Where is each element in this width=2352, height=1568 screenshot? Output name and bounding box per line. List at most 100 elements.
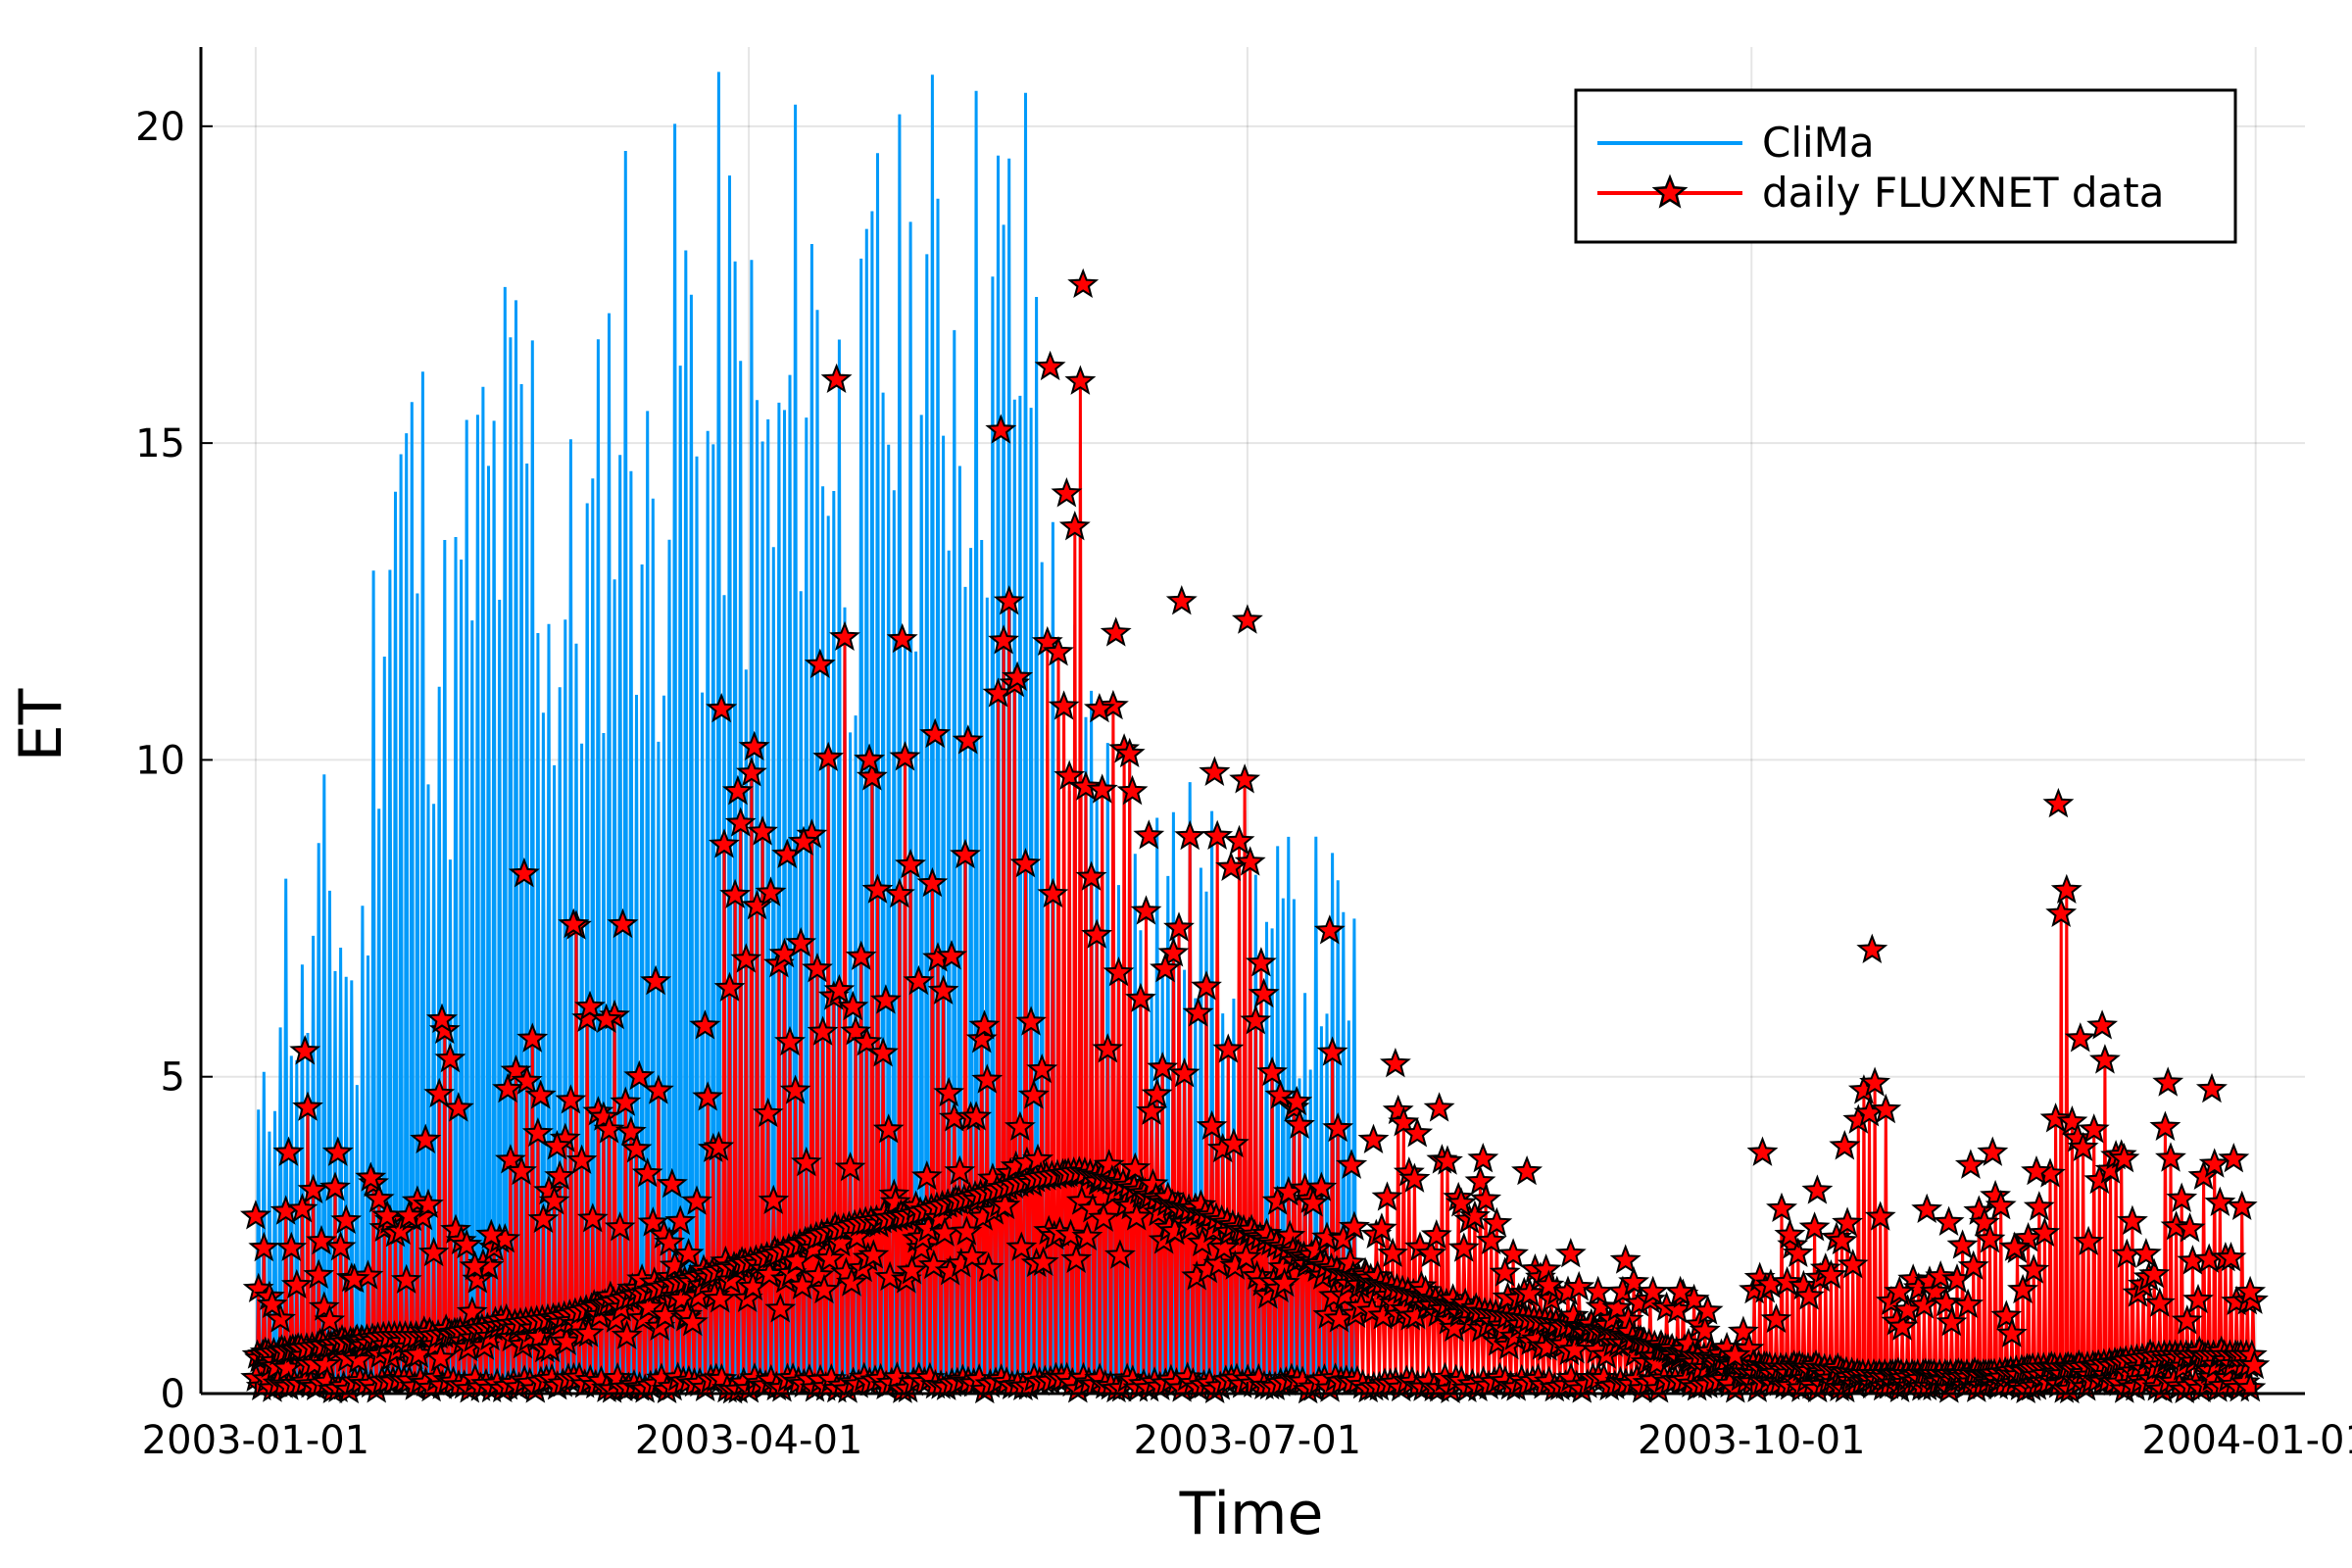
fluxnet-marker xyxy=(1908,1289,1940,1319)
fluxnet-marker xyxy=(721,774,754,806)
fluxnet-marker xyxy=(656,1167,688,1199)
fluxnet-marker xyxy=(524,1079,557,1109)
fluxnet-marker xyxy=(640,964,672,996)
fluxnet-marker xyxy=(704,1283,736,1313)
fluxnet-marker xyxy=(1432,1145,1463,1175)
x-tick-label: 2003-10-01 xyxy=(1638,1418,1865,1463)
fluxnet-marker xyxy=(590,1003,622,1034)
fluxnet-marker xyxy=(324,1231,357,1261)
fluxnet-marker xyxy=(451,1228,483,1259)
fluxnet-marker xyxy=(1060,1243,1093,1273)
fluxnet-marker xyxy=(672,1238,705,1268)
fluxnet-marker xyxy=(1202,1248,1235,1278)
fluxnet-marker xyxy=(2078,1113,2110,1144)
fluxnet-marker xyxy=(1264,1079,1297,1109)
fluxnet-marker xyxy=(1322,1111,1354,1143)
fluxnet-marker xyxy=(1234,846,1266,876)
fluxnet-marker xyxy=(1186,1226,1218,1256)
fluxnet-marker xyxy=(1815,1258,1847,1290)
fluxnet-marker xyxy=(1051,476,1083,508)
fluxnet-marker xyxy=(1305,1171,1338,1201)
fluxnet-marker xyxy=(1229,763,1261,794)
fluxnet-marker xyxy=(1377,1237,1409,1268)
fluxnet-marker xyxy=(1165,585,1198,615)
fluxnet-marker xyxy=(1582,1275,1614,1306)
fluxnet-marker xyxy=(1445,1187,1477,1217)
fluxnet-marker xyxy=(1002,661,1034,691)
fluxnet-marker xyxy=(544,1159,576,1191)
fluxnet-marker xyxy=(611,1319,643,1349)
fluxnet-marker xyxy=(1245,947,1277,977)
fluxnet-marker xyxy=(1998,1231,2031,1261)
fluxnet-marker xyxy=(2204,1186,2236,1216)
fluxnet-marker xyxy=(2056,1105,2088,1136)
fluxnet-marker xyxy=(933,1076,965,1107)
fluxnet-marker xyxy=(2116,1204,2148,1236)
fluxnet-marker xyxy=(1930,1287,1962,1317)
fluxnet-marker xyxy=(1470,1183,1502,1213)
fluxnet-marker xyxy=(1977,1136,2009,1166)
fluxnet-marker xyxy=(752,1097,784,1128)
fluxnet-marker xyxy=(1933,1205,1965,1236)
fluxnet-marker xyxy=(916,866,949,898)
fluxnet-marker xyxy=(523,1320,556,1351)
fluxnet-marker xyxy=(2187,1159,2220,1191)
fluxnet-marker xyxy=(858,1239,890,1269)
fluxnet-marker xyxy=(802,952,833,983)
fluxnet-marker xyxy=(1067,268,1100,299)
fluxnet-marker xyxy=(879,1186,911,1216)
fluxnet-marker xyxy=(1313,914,1346,945)
fluxnet-marker xyxy=(1481,1206,1513,1238)
fluxnet-marker xyxy=(764,1293,797,1323)
fluxnet-marker xyxy=(2023,1191,2055,1221)
x-tick-label: 2003-01-01 xyxy=(142,1418,369,1463)
fluxnet-marker xyxy=(1398,1162,1431,1193)
fluxnet-marker xyxy=(1015,1005,1048,1036)
fluxnet-marker xyxy=(1371,1181,1403,1211)
fluxnet-marker xyxy=(1497,1238,1530,1268)
fluxnet-marker xyxy=(886,622,918,654)
fluxnet-marker xyxy=(319,1171,351,1201)
axes xyxy=(199,47,2305,1396)
fluxnet-marker xyxy=(565,1144,598,1174)
fluxnet-marker xyxy=(1995,1317,2028,1348)
fluxnet-marker xyxy=(2198,1148,2230,1178)
fluxnet-marker xyxy=(1150,953,1182,983)
fluxnet-marker xyxy=(1120,1200,1152,1231)
fluxnet-marker xyxy=(952,724,984,755)
fluxnet-marker xyxy=(330,1203,363,1235)
fluxnet-marker xyxy=(303,1258,335,1289)
fluxnet-marker xyxy=(1102,956,1135,987)
fluxnet-marker xyxy=(1336,1149,1368,1179)
fluxnet-marker xyxy=(724,807,757,837)
fluxnet-marker xyxy=(1311,1221,1343,1251)
fluxnet-marker xyxy=(424,1342,457,1372)
fluxnet-marker xyxy=(572,1317,605,1348)
fluxnet-marker xyxy=(1075,860,1107,891)
fluxnet-marker xyxy=(2007,1273,2039,1304)
fluxnet-marker xyxy=(494,1144,526,1174)
fluxnet-marker xyxy=(1199,756,1231,786)
fluxnet-marker xyxy=(1801,1174,1834,1204)
fluxnet-marker xyxy=(1064,365,1097,395)
fluxnet-marker xyxy=(1609,1244,1642,1274)
fluxnet-marker xyxy=(1130,895,1162,925)
fluxnet-marker xyxy=(1357,1123,1390,1153)
fluxnet-marker xyxy=(676,1305,709,1337)
fluxnet-marker xyxy=(2064,1022,2096,1053)
fluxnet-marker xyxy=(417,1236,450,1267)
fluxnet-marker xyxy=(1990,1299,2023,1330)
fluxnet-marker xyxy=(1157,937,1190,967)
fluxnet-marker xyxy=(555,1084,587,1114)
fluxnet-marker xyxy=(988,624,1020,655)
fluxnet-marker xyxy=(2218,1143,2250,1173)
fluxnet-marker xyxy=(747,815,779,846)
fluxnet-marker xyxy=(1070,770,1102,801)
fluxnet-marker xyxy=(1054,760,1086,790)
fluxnet-marker xyxy=(1071,1220,1103,1250)
fluxnet-marker xyxy=(1168,1057,1200,1088)
fluxnet-marker xyxy=(1475,1224,1507,1255)
fluxnet-marker xyxy=(321,1136,354,1166)
fluxnet-marker xyxy=(1058,511,1091,541)
fluxnet-marker xyxy=(314,1304,346,1335)
